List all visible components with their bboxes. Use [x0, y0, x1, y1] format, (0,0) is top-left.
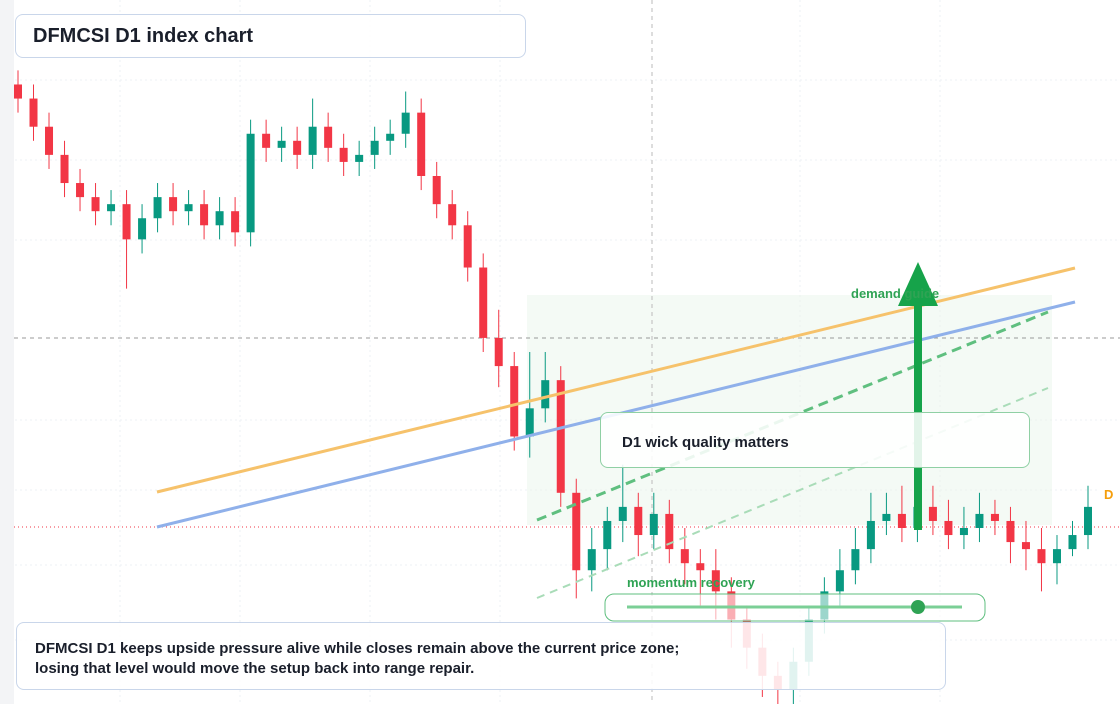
- candle-body: [339, 147, 348, 162]
- candle-body: [541, 380, 550, 409]
- arrow-head: [898, 262, 938, 306]
- candle-body: [355, 154, 364, 162]
- candle-body: [494, 337, 503, 367]
- candle-body: [1068, 535, 1077, 550]
- candle-body: [246, 133, 255, 233]
- candle-body: [308, 126, 317, 155]
- candle-body: [975, 513, 984, 528]
- candle-body: [169, 197, 178, 212]
- demand-label: demand guide: [851, 286, 939, 301]
- candle-body: [587, 549, 596, 571]
- candle-body: [990, 513, 999, 521]
- candle-body: [29, 98, 38, 127]
- candle-body: [107, 204, 116, 212]
- candle-body: [277, 140, 286, 148]
- candle-body: [1037, 549, 1046, 564]
- candle-body: [370, 140, 379, 155]
- candle-body: [944, 520, 953, 536]
- candle-body: [324, 126, 333, 148]
- candle-body: [479, 267, 488, 338]
- candle-body: [835, 570, 844, 592]
- wick-note: D1 wick quality matters: [600, 412, 1030, 468]
- candle-body: [634, 506, 643, 536]
- candle-body: [959, 528, 968, 536]
- candle-body: [215, 211, 224, 226]
- candle-body: [572, 492, 581, 571]
- candle-body: [603, 520, 612, 550]
- candle-body: [76, 183, 85, 198]
- candle-body: [432, 176, 441, 205]
- caption: DFMCSI D1 keeps upside pressure alive wh…: [16, 622, 946, 690]
- left-edge: [0, 0, 14, 704]
- edge-label: D: [1104, 487, 1113, 502]
- candle-body: [91, 197, 100, 212]
- candle-body: [680, 549, 689, 564]
- candle-body: [386, 133, 395, 141]
- candle-body: [463, 225, 472, 268]
- chart-title: DFMCSI D1 index chart: [15, 14, 526, 58]
- caption-line: DFMCSI D1 keeps upside pressure alive wh…: [35, 640, 680, 657]
- candle-body: [60, 154, 69, 184]
- zone: [527, 295, 1052, 525]
- candle-body: [262, 133, 271, 148]
- candle-body: [556, 380, 565, 493]
- momentum-dot: [911, 600, 925, 614]
- candle-body: [1084, 506, 1092, 536]
- candle-body: [928, 506, 937, 521]
- candle-body: [231, 211, 240, 233]
- candle-body: [14, 84, 22, 99]
- candle-body: [618, 506, 627, 521]
- edge-tag: [1100, 484, 1120, 504]
- candle-body: [711, 570, 720, 592]
- candle-body: [45, 126, 54, 155]
- candle-body: [1021, 542, 1030, 550]
- candle-body: [448, 204, 457, 226]
- candle-body: [153, 197, 162, 219]
- candle-body: [866, 520, 875, 550]
- candle-body: [510, 366, 519, 437]
- candle-body: [649, 513, 658, 536]
- candle-body: [882, 513, 891, 521]
- momentum-label: momentum recovery: [627, 575, 756, 590]
- candle-body: [1052, 549, 1061, 564]
- candle-body: [851, 549, 860, 571]
- candle-body: [696, 563, 705, 571]
- candle-body: [184, 204, 193, 212]
- candle-body: [200, 204, 209, 226]
- candle-body: [897, 513, 906, 528]
- candle-body: [138, 218, 147, 240]
- candle-body: [401, 112, 410, 134]
- caption-line: losing that level would move the setup b…: [35, 660, 475, 677]
- candle-body: [417, 112, 426, 176]
- candle-body: [665, 513, 674, 550]
- candle-body: [293, 140, 302, 155]
- candle-body: [1006, 520, 1015, 543]
- candle-body: [122, 204, 131, 240]
- candle-body: [525, 408, 534, 437]
